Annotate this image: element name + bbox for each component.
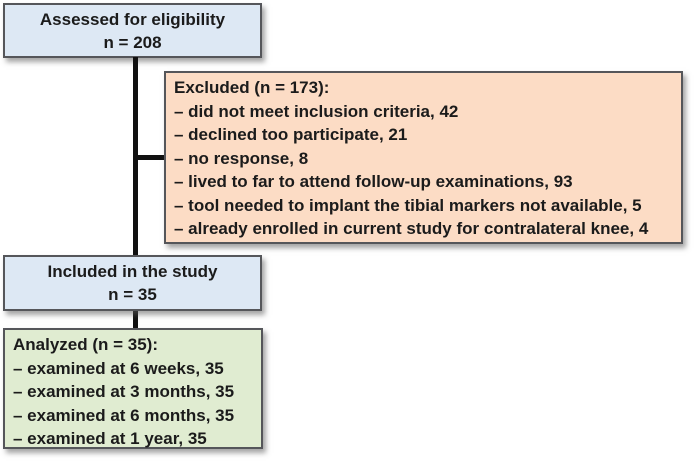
connector-vertical-top xyxy=(133,57,138,255)
analyzed-box: Analyzed (n = 35): – examined at 6 weeks… xyxy=(3,328,263,449)
assessed-box: Assessed for eligibility n = 208 xyxy=(3,3,262,58)
connector-vertical-bottom xyxy=(133,310,138,328)
assessed-line-2: n = 208 xyxy=(103,32,162,52)
included-line-2: n = 35 xyxy=(108,285,157,304)
analyzed-item: – examined at 1 year, 35 xyxy=(13,429,207,448)
assessed-line-1: Assessed for eligibility xyxy=(39,9,226,29)
excluded-item: – did not meet inclusion criteria, 42 xyxy=(174,101,459,121)
included-line-1: Included in the study xyxy=(47,262,218,281)
excluded-item: – declined too participate, 21 xyxy=(174,125,408,144)
included-box: Included in the study n = 35 xyxy=(3,255,262,311)
excluded-item: – lived to far to attend follow-up exami… xyxy=(174,172,573,191)
excluded-item: – already enrolled in current study for … xyxy=(174,219,649,238)
excluded-box: Excluded (n = 173): – did not meet inclu… xyxy=(164,71,683,244)
connector-horizontal-branch xyxy=(138,155,164,160)
analyzed-item: – examined at 6 months, 35 xyxy=(13,405,235,425)
analyzed-title: Analyzed (n = 35): xyxy=(13,335,159,354)
excluded-title: Excluded (n = 173): xyxy=(174,78,330,97)
analyzed-item: – examined at 3 months, 35 xyxy=(13,382,235,401)
excluded-item: – no response, 8 xyxy=(174,148,309,168)
analyzed-item: – examined at 6 weeks, 35 xyxy=(13,358,224,378)
excluded-item: – tool needed to implant the tibial mark… xyxy=(174,195,642,215)
